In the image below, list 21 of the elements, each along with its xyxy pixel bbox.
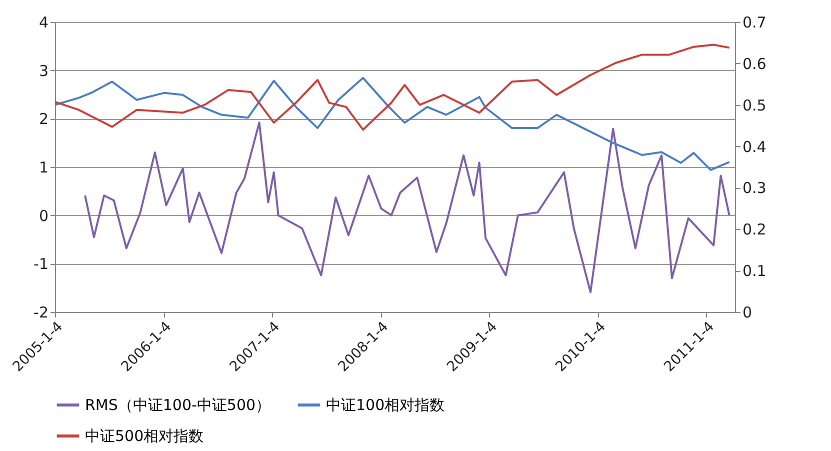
legend-label: 中证500相对指数 — [85, 427, 204, 445]
y-tick-label: 2 — [38, 110, 48, 128]
y2-tick-label: 0 — [742, 304, 752, 322]
line-series — [84, 122, 730, 294]
line-series — [54, 44, 730, 131]
y-tick-label: 4 — [38, 14, 48, 32]
y2-tick-label: 0.7 — [742, 14, 766, 32]
line-series — [54, 76, 730, 171]
legend-label: 中证100相对指数 — [326, 396, 445, 414]
y-tick-label: 1 — [38, 158, 48, 176]
y2-tick-label: 0.6 — [742, 54, 766, 73]
y2-tick-label: 0.4 — [742, 138, 766, 156]
y-tick-label: -1 — [34, 255, 48, 274]
y2-tick-label: 0.2 — [742, 220, 766, 239]
y2-tick-label: 0.3 — [742, 179, 766, 198]
y-tick-label: 0 — [38, 206, 48, 225]
y-tick-label: 3 — [38, 62, 48, 80]
y2-tick-label: 0.5 — [742, 96, 766, 114]
y2-tick-label: 0.1 — [742, 262, 766, 280]
y-tick-label: -2 — [34, 304, 48, 322]
legend-label: RMS（中证100-中证500） — [85, 396, 271, 414]
